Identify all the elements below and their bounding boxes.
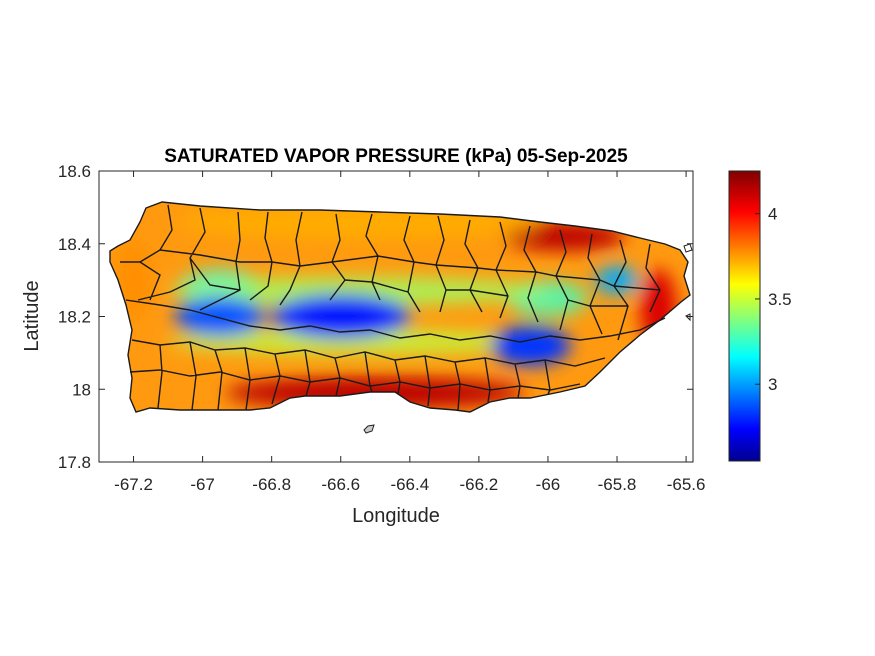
colorbar-tick-label: 3.5 xyxy=(768,290,792,309)
heat-band xyxy=(168,329,549,354)
x-tick-label: -66 xyxy=(536,475,561,494)
x-tick-label: -65.8 xyxy=(598,475,637,494)
colorbar xyxy=(728,170,761,462)
island-heat-field xyxy=(110,202,690,412)
y-tick-label: 17.8 xyxy=(58,453,91,472)
x-tick-label: -67.2 xyxy=(114,475,153,494)
x-tick-label: -67 xyxy=(190,475,215,494)
heat-blob xyxy=(270,294,411,339)
heat-band xyxy=(168,277,549,306)
heat-blob xyxy=(490,325,571,366)
colorbar-ticks: 33.54 xyxy=(755,205,792,394)
coastline xyxy=(109,201,691,413)
y-axis-label: Latitude xyxy=(21,280,43,351)
x-tick-label: -66.4 xyxy=(390,475,429,494)
y-tick-label: 18.2 xyxy=(58,308,91,327)
boundary-lines xyxy=(120,204,666,411)
heat-blob xyxy=(174,296,265,337)
y-axis: 17.8 18 18.2 18.4 18.6 xyxy=(58,162,693,472)
x-tick-label: -65.6 xyxy=(667,475,706,494)
chart-title: SATURATED VAPOR PRESSURE (kPa) 05-Sep-20… xyxy=(164,146,628,167)
x-axis-label: Longitude xyxy=(352,505,440,527)
y-tick-label: 18 xyxy=(72,380,91,399)
heat-blob xyxy=(505,222,626,251)
x-tick-label: -66.2 xyxy=(460,475,499,494)
east-islet-1 xyxy=(683,243,693,253)
x-tick-label: -66.6 xyxy=(321,475,360,494)
colorbar-tick-label: 4 xyxy=(768,205,777,224)
y-tick-label: 18.6 xyxy=(58,162,91,181)
municipal-boundaries xyxy=(109,201,691,413)
colorbar-tick-label: 3 xyxy=(768,375,777,394)
y-tick-label: 18.4 xyxy=(58,235,91,254)
x-axis: -67.2 -67 -66.8 -66.6 -66.4 -66.2 -66 -65.8 -65.… xyxy=(114,171,705,494)
x-tick-label: -66.8 xyxy=(252,475,291,494)
small-islet xyxy=(363,424,375,434)
